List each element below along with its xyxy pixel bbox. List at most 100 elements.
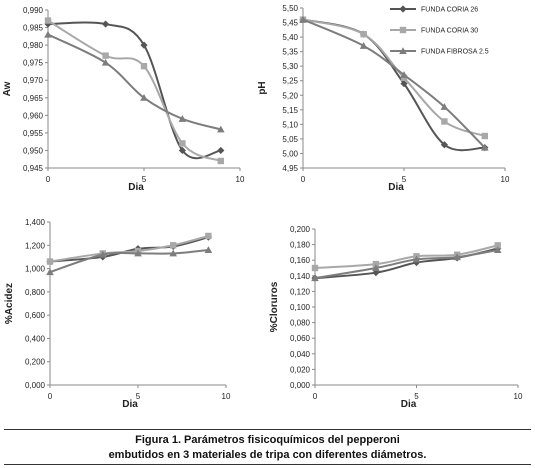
caption-line-2: embutidos en 3 materiales de tripa con d… [108, 449, 427, 461]
legend-entry: FUNDA FIBROSA 2.5 [421, 49, 489, 56]
x-tick-label: 10 [514, 392, 523, 401]
y-tick-label: 0,800 [25, 288, 46, 297]
y-tick-label: 0,200 [290, 225, 311, 234]
y-tick-label: 0,000 [25, 381, 46, 390]
y-tick-label: 0,020 [290, 365, 311, 374]
data-point [169, 249, 177, 257]
x-tick-label: 5 [136, 392, 141, 401]
x-axis-label: Dia [401, 399, 417, 410]
series-3 [44, 30, 225, 133]
caption-line-1: Figura 1. Parámetros fisicoquímicos del … [135, 434, 400, 446]
x-tick-label: 0 [313, 392, 318, 401]
series-2 [311, 242, 501, 272]
series-3 [46, 246, 213, 276]
data-point [372, 260, 380, 268]
data-point [204, 246, 213, 253]
legend-marker [399, 5, 407, 13]
y-tick-label: 0,400 [25, 334, 46, 343]
y-tick-label: 5,15 [282, 106, 298, 115]
y-tick-label: 5,50 [282, 4, 298, 13]
chart-ph: 4,95 5,00 5,05 5,10 5,15 5,20 5,25 5,30 5,35 5,40… [257, 4, 510, 193]
data-point [440, 103, 449, 110]
y-axis-label: pH [257, 81, 268, 94]
y-axis-label: %Cloruros [269, 281, 280, 332]
series-line [47, 21, 222, 160]
y-tick-label: 5,00 [282, 149, 298, 158]
data-point [217, 146, 225, 155]
legend-entry: FUNDA CORIA 30 [421, 28, 478, 35]
y-tick-label: 0,600 [25, 311, 46, 320]
data-point [44, 30, 52, 38]
x-tick-label: 10 [501, 175, 510, 184]
data-point [178, 146, 186, 155]
data-point [205, 232, 212, 240]
series-3 [299, 15, 489, 151]
y-tick-label: 5,20 [282, 91, 298, 100]
x-axis-label: Dia [388, 182, 404, 193]
y-tick-label: 0,160 [290, 256, 311, 265]
data-point [217, 157, 224, 165]
y-tick-label: 0,945 [23, 164, 44, 173]
data-point [101, 58, 110, 66]
y-tick-label: 1,200 [25, 241, 46, 250]
data-point [178, 115, 187, 122]
data-point [372, 264, 380, 271]
series-1 [44, 20, 225, 160]
data-point [359, 42, 368, 49]
x-tick-label: 10 [236, 175, 245, 184]
series-1 [311, 244, 502, 282]
y-axis-label: Aw [2, 81, 13, 96]
data-point [481, 143, 489, 151]
legend-marker [399, 47, 407, 54]
x-tick-label: 0 [48, 392, 53, 401]
series-2 [44, 17, 224, 165]
y-tick-label: 0,060 [290, 334, 311, 343]
x-tick-label: 5 [414, 392, 419, 401]
y-tick-label: 0,975 [23, 59, 44, 68]
y-tick-label: 0,120 [290, 287, 311, 296]
data-point [494, 242, 501, 249]
y-tick-label: 0,970 [23, 76, 44, 85]
series-line [302, 18, 485, 152]
y-tick-label: 1,400 [25, 218, 46, 227]
data-point [102, 52, 109, 59]
y-tick-label: 1,000 [25, 265, 46, 274]
y-tick-label: 5,35 [282, 48, 298, 57]
figure-caption: Figura 1. Parámetros fisicoquímicos del … [4, 429, 531, 465]
y-tick-label: 0,180 [290, 241, 311, 250]
data-point [440, 141, 448, 149]
data-point [99, 250, 107, 258]
y-tick-label: 5,40 [282, 33, 298, 42]
series-line [49, 248, 209, 274]
data-point [493, 246, 502, 254]
series-line [47, 19, 222, 162]
y-tick-label: 5,45 [282, 19, 298, 28]
x-tick-label: 0 [301, 175, 306, 184]
chart-cloruros: 0,000 0,020 0,040 0,060 0,080 0,100 0,120 0,140… [269, 225, 523, 410]
y-tick-label: 0,955 [23, 129, 44, 138]
chart-acidez: 0,000 0,200 0,400 0,600 0,800 1,000 1,200 1,400… [4, 218, 231, 410]
y-tick-label: 0,980 [23, 41, 44, 50]
y-tick-label: 0,965 [23, 94, 44, 103]
charts-canvas: 0,945 0,950 0,955 0,960 0,965 0,970 0,975 0,980… [2, 4, 523, 410]
y-tick-label: 5,10 [282, 120, 298, 129]
y-tick-label: 0,960 [23, 111, 44, 120]
data-point [299, 15, 307, 23]
x-tick-label: 0 [46, 175, 51, 184]
data-point [46, 258, 54, 265]
data-point [441, 118, 448, 125]
data-point [400, 80, 408, 88]
series-3 [311, 246, 502, 282]
y-tick-label: 4,95 [282, 164, 298, 173]
data-point [453, 253, 461, 261]
x-axis-label: Dia [128, 182, 144, 193]
y-tick-label: 0,080 [290, 319, 311, 328]
series-1 [299, 16, 489, 152]
data-point [134, 249, 142, 257]
series-line [47, 33, 222, 131]
x-tick-label: 5 [142, 175, 147, 184]
chart-legend: FUNDA CORIA 26 FUNDA CORIA 30 FUNDA FIBROS… [390, 5, 489, 56]
y-tick-label: 5,30 [282, 62, 298, 71]
x-tick-label: 5 [402, 175, 407, 184]
legend-entry: FUNDA CORIA 26 [421, 7, 478, 14]
